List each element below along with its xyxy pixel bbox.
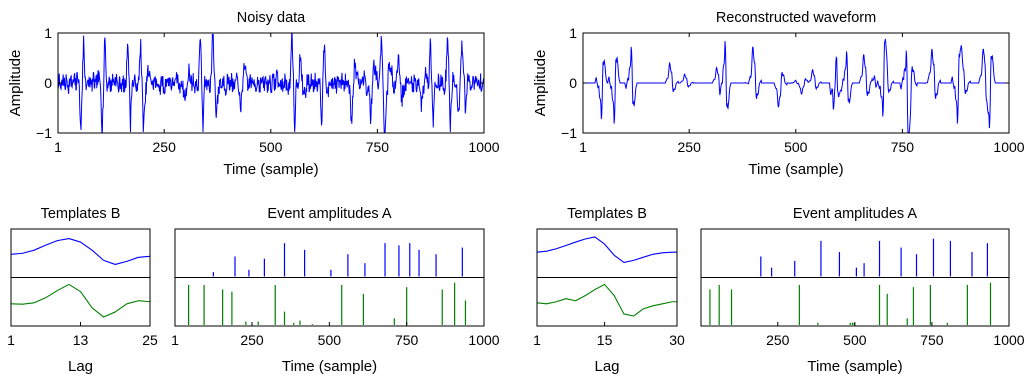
x-tick-label: 750 xyxy=(395,332,419,348)
x-tick-label: 250 xyxy=(766,332,790,348)
chart-title: Event amplitudes A xyxy=(793,206,917,222)
x-tick-label: 750 xyxy=(920,332,944,348)
chart-panel-3: Templates B 1 13 25 Lag xyxy=(7,206,158,375)
x-tick-label: 1 xyxy=(579,139,587,155)
x-tick-label: 250 xyxy=(240,332,264,348)
x-tick-label: 500 xyxy=(843,332,867,348)
y-axis-label: Amplitude xyxy=(532,50,549,117)
x-tick-label: 1000 xyxy=(993,139,1024,155)
y-tick-label: −1 xyxy=(561,125,577,141)
axes-frame xyxy=(536,228,678,327)
x-tick-label: 250 xyxy=(153,139,177,155)
x-tick-label: 1000 xyxy=(468,139,499,155)
x-tick-label: 13 xyxy=(73,332,89,348)
waveform-line xyxy=(583,38,1009,133)
x-tick-label: 1000 xyxy=(993,332,1024,348)
x-tick-label: 1 xyxy=(533,332,541,348)
waveform-line xyxy=(57,33,485,133)
x-tick-label: 250 xyxy=(678,139,702,155)
x-axis-label: Time (sample) xyxy=(748,161,843,178)
chart-panel-1: Noisy data 1 250 500 750 1000 −1 0 1 Time (sample… xyxy=(7,10,500,178)
chart-title: Noisy data xyxy=(237,10,306,26)
x-tick-label: 500 xyxy=(784,139,808,155)
template-line-1 xyxy=(536,236,677,263)
x-tick-label: 750 xyxy=(891,139,915,155)
x-axis-label: Time (sample) xyxy=(807,358,902,375)
y-tick-label: −1 xyxy=(36,125,52,141)
x-tick-label: 25 xyxy=(142,332,158,348)
chart-title: Templates B xyxy=(567,206,647,222)
x-tick-label: 1 xyxy=(171,332,179,348)
template-line-1 xyxy=(10,238,151,265)
x-tick-label: 30 xyxy=(669,332,685,348)
x-tick-label: 500 xyxy=(318,332,342,348)
chart-panel-5: Templates B 1 15 30 Lag xyxy=(533,206,685,375)
x-tick-label: 750 xyxy=(366,139,390,155)
x-axis-label: Time (sample) xyxy=(282,358,377,375)
y-tick-label: 1 xyxy=(44,25,52,41)
y-axis-label: Amplitude xyxy=(7,50,24,117)
chart-title: Event amplitudes A xyxy=(267,206,391,222)
chart-panel-2: Reconstructed waveform 1 250 500 750 1000 −1 0 1… xyxy=(532,10,1025,178)
x-tick-label: 500 xyxy=(259,139,283,155)
y-tick-label: 0 xyxy=(44,75,52,91)
chart-title: Templates B xyxy=(41,206,121,222)
x-tick-label: 1 xyxy=(7,332,15,348)
x-tick-label: 1000 xyxy=(468,332,499,348)
y-tick-label: 1 xyxy=(569,25,577,41)
x-tick-label: 1 xyxy=(54,139,62,155)
chart-panel-4: Event amplitudes A 1 250 500 750 1000 Time (sa… xyxy=(171,206,500,375)
x-axis-label: Lag xyxy=(68,358,93,375)
template-line-2 xyxy=(536,283,677,317)
x-axis-label: Lag xyxy=(594,358,619,375)
chart-title: Reconstructed waveform xyxy=(716,10,876,26)
template-line-2 xyxy=(10,283,151,318)
chart-panel-6: Event amplitudes A 250 500 750 1000 Time (sam… xyxy=(700,206,1025,375)
y-tick-label: 0 xyxy=(569,75,577,91)
x-axis-label: Time (sample) xyxy=(223,161,318,178)
x-tick-label: 15 xyxy=(597,332,613,348)
